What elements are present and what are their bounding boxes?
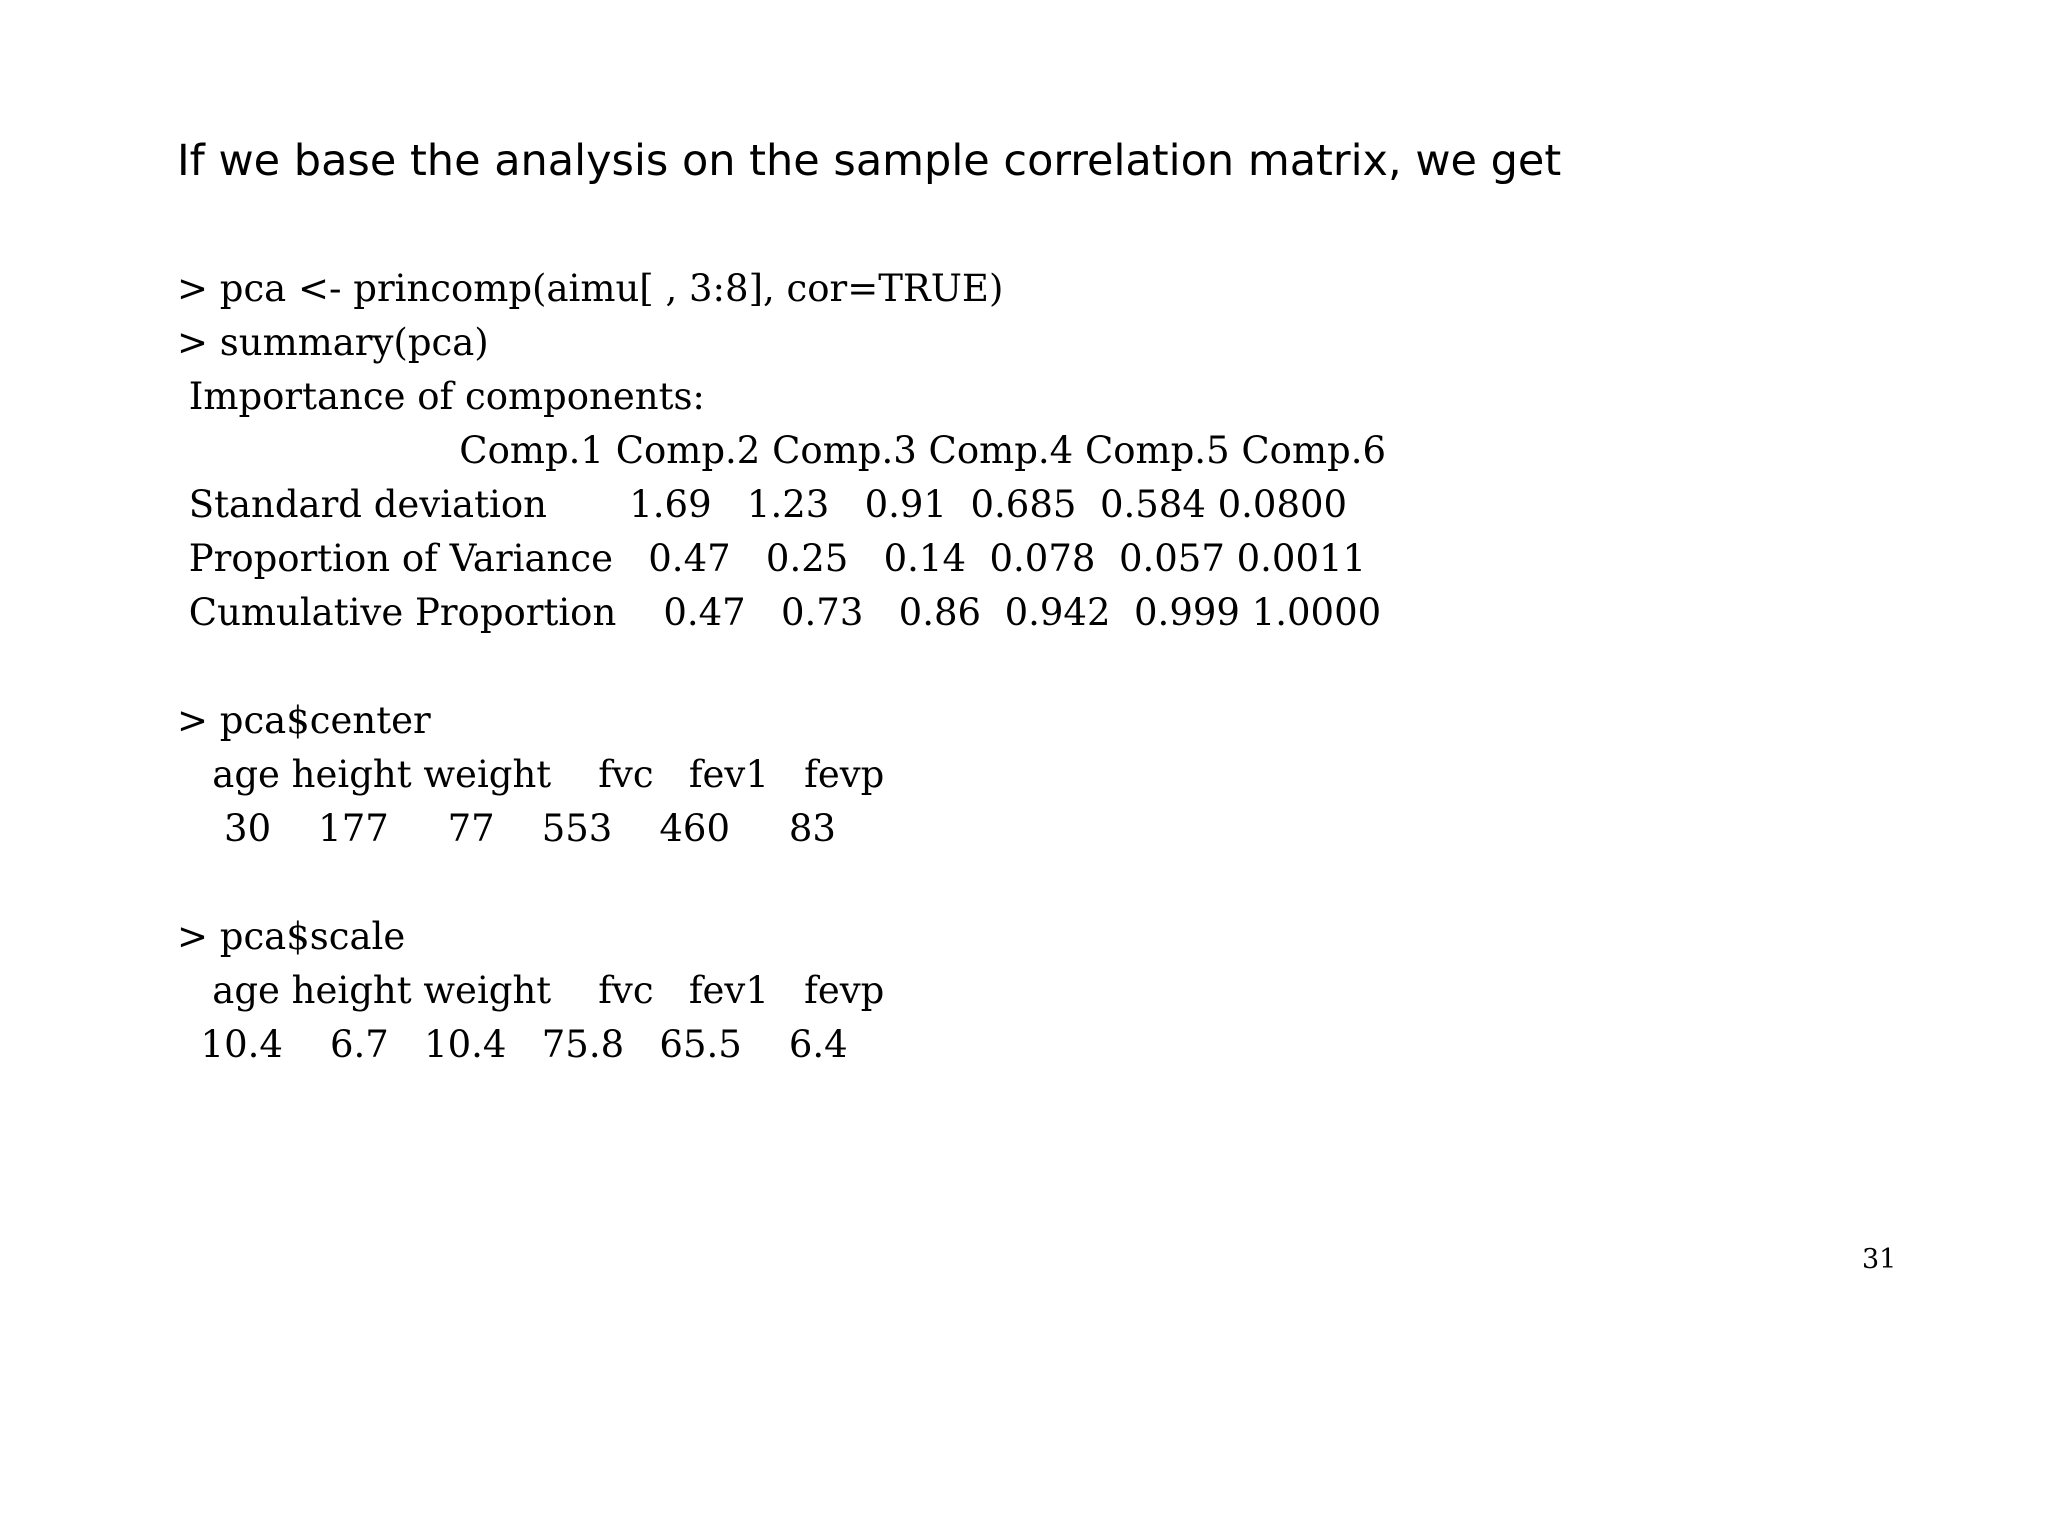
code-line-scale-call: > pca$scale <box>177 915 406 958</box>
intro-text: If we base the analysis on the sample co… <box>177 136 1562 186</box>
code-line-center-values: 30 177 77 553 460 83 <box>177 807 836 850</box>
code-line-blank <box>177 856 1386 910</box>
code-line-cumulative-proportion: Cumulative Proportion 0.47 0.73 0.86 0.9… <box>177 591 1382 634</box>
code-line-importance-heading: Importance of components: <box>177 375 705 418</box>
code-line-princomp-call: > pca <- princomp(aimu[ , 3:8], cor=TRUE… <box>177 267 1004 310</box>
r-code-output: > pca <- princomp(aimu[ , 3:8], cor=TRUE… <box>177 262 1386 1072</box>
code-line-blank <box>177 640 1386 694</box>
code-line-standard-deviation: Standard deviation 1.69 1.23 0.91 0.685 … <box>177 483 1348 526</box>
code-line-component-headers: Comp.1 Comp.2 Comp.3 Comp.4 Comp.5 Comp.… <box>177 429 1387 472</box>
page-number: 31 <box>1862 1244 1897 1275</box>
code-line-scale-headers: age height weight fvc fev1 fevp <box>177 969 885 1012</box>
code-line-center-call: > pca$center <box>177 699 431 742</box>
code-line-center-headers: age height weight fvc fev1 fevp <box>177 753 885 796</box>
code-line-scale-values: 10.4 6.7 10.4 75.8 65.5 6.4 <box>177 1023 848 1066</box>
code-line-proportion-variance: Proportion of Variance 0.47 0.25 0.14 0.… <box>177 537 1367 580</box>
code-line-summary-call: > summary(pca) <box>177 321 489 364</box>
